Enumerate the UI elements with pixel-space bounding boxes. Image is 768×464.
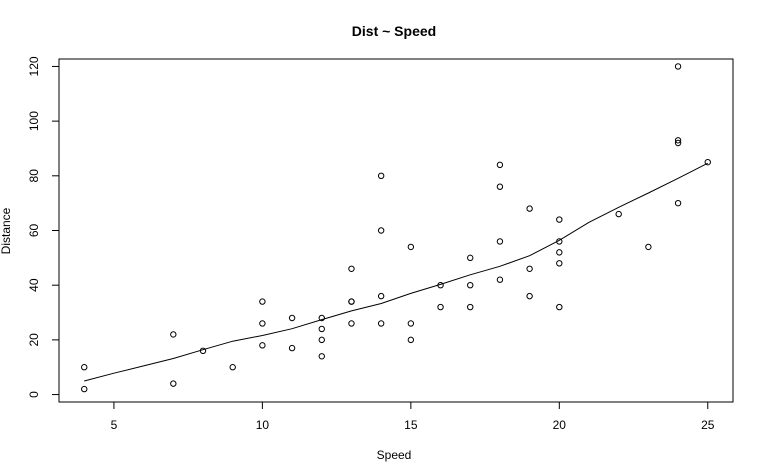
x-axis: 5 10 15 20 25 <box>111 401 715 432</box>
y-axis-label: Distance <box>0 207 13 254</box>
data-point <box>556 238 563 245</box>
x-tick-label: 20 <box>553 418 567 432</box>
data-point <box>170 380 177 387</box>
data-point <box>259 320 266 327</box>
y-tick-label: 20 <box>27 333 41 347</box>
data-point <box>526 292 533 300</box>
data-point <box>556 303 563 311</box>
data-point <box>526 205 533 212</box>
plot-frame <box>58 58 734 403</box>
data-point <box>377 172 385 180</box>
data-point <box>556 260 563 267</box>
data-point <box>259 298 266 305</box>
chart-title: Dist ~ Speed <box>352 23 436 39</box>
data-point <box>377 292 385 300</box>
data-point <box>318 353 325 360</box>
data-point <box>229 364 236 371</box>
y-tick-label: 60 <box>27 224 41 238</box>
data-point <box>674 137 682 144</box>
data-point <box>496 183 504 190</box>
data-point <box>467 281 474 289</box>
y-tick-label: 80 <box>27 169 41 183</box>
data-point <box>437 281 444 289</box>
data-point <box>704 158 711 166</box>
x-tick-label: 10 <box>256 418 270 432</box>
data-point <box>288 314 296 322</box>
data-point <box>318 314 325 322</box>
data-point <box>496 238 504 245</box>
data-point <box>526 265 533 272</box>
data-point <box>199 347 207 355</box>
x-axis-label: Speed <box>377 448 412 462</box>
data-points <box>81 63 711 393</box>
data-point <box>170 331 177 338</box>
y-tick-label: 0 <box>27 391 41 398</box>
data-point <box>348 320 355 327</box>
y-axis: 0 20 40 60 80 100 120 <box>27 56 60 398</box>
data-point <box>318 336 325 344</box>
data-point <box>259 342 266 349</box>
data-point <box>467 303 474 311</box>
x-tick-label: 5 <box>111 418 118 432</box>
data-point <box>674 63 682 70</box>
data-point <box>437 303 444 311</box>
x-tick-label: 15 <box>404 418 418 432</box>
smooth-line <box>84 162 709 382</box>
data-point <box>615 210 622 218</box>
data-point <box>407 243 415 251</box>
data-point <box>318 325 325 333</box>
data-point <box>377 227 385 234</box>
data-point <box>348 298 355 305</box>
data-point <box>348 265 355 272</box>
data-point <box>556 216 563 223</box>
data-point <box>674 139 682 147</box>
data-point <box>81 385 88 393</box>
data-point <box>81 364 88 371</box>
data-point <box>645 243 652 251</box>
data-point <box>496 161 504 169</box>
data-point <box>288 344 296 352</box>
y-tick-label: 120 <box>27 56 41 76</box>
x-tick-label: 25 <box>701 418 715 432</box>
data-point <box>407 320 415 327</box>
data-point <box>556 249 563 256</box>
data-point <box>467 254 474 262</box>
y-tick-label: 40 <box>27 278 41 292</box>
data-point <box>496 276 504 283</box>
data-point <box>407 336 415 344</box>
data-point <box>674 199 682 207</box>
data-point <box>377 320 385 327</box>
y-tick-label: 100 <box>27 111 41 131</box>
